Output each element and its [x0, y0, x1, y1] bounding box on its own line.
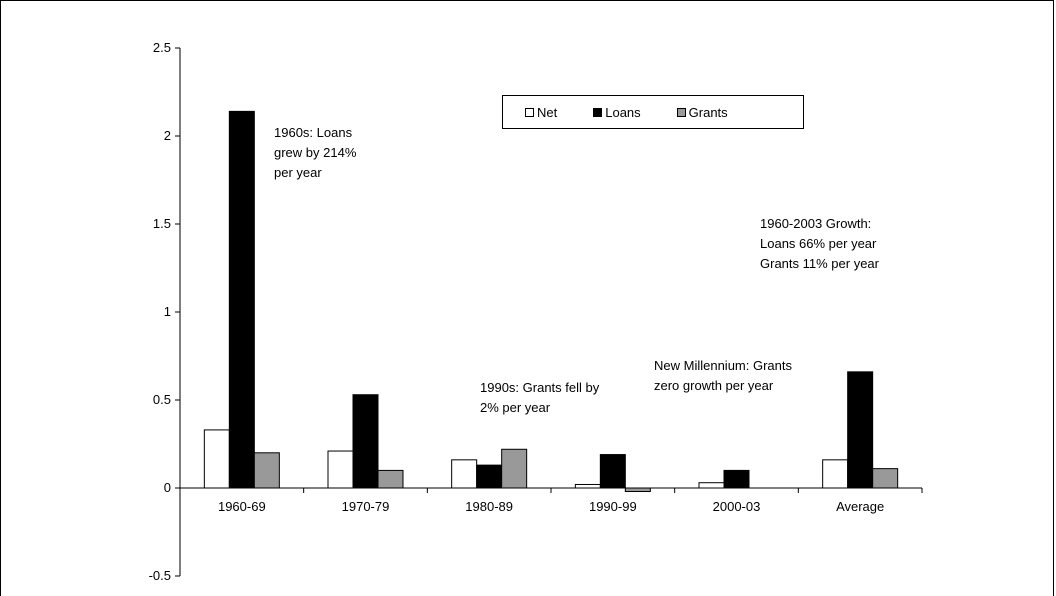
tick-labels: 2.5 2 1.5 1 0.5 0 -0.5 1960-69 1970-79 1980-89 199…	[149, 40, 885, 583]
y-tick-label: 1.5	[153, 216, 171, 231]
annotation-line: Loans 66% per year	[760, 236, 877, 251]
annotation-line: per year	[274, 165, 322, 180]
x-tick-label: 2000-03	[713, 499, 761, 514]
annotation-1960s: 1960s: Loans grew by 214% per year	[274, 123, 356, 183]
bar-grants-1960-69	[253, 452, 280, 489]
bar-net-1980-89	[451, 459, 478, 489]
legend-item-net: Net	[525, 105, 557, 120]
annotation-line: Grants 11% per year	[760, 256, 879, 271]
bar-net-1970-79	[327, 450, 354, 489]
annotation-line: New Millennium: Grants	[654, 358, 792, 373]
x-tick-label: 1990-99	[589, 499, 637, 514]
bar-net-2000-03	[698, 482, 725, 489]
x-tick-label: 1970-79	[342, 499, 390, 514]
legend-item-loans: Loans	[593, 104, 641, 120]
y-tick-label: 0.5	[153, 392, 171, 407]
annotation-line: zero growth per year	[654, 378, 774, 393]
axes	[175, 47, 923, 577]
bar-loans-Average	[847, 371, 874, 489]
bars	[203, 110, 899, 493]
bar-net-1960-69	[203, 429, 230, 489]
legend-label-loans: Loans	[605, 104, 641, 120]
x-tick-label: 1960-69	[218, 499, 266, 514]
y-tick-label: 0	[164, 480, 171, 495]
bar-loans-1980-89	[476, 464, 503, 489]
legend-swatch-grants	[676, 107, 686, 117]
bar-net-Average	[822, 459, 849, 489]
annotation-line: 2% per year	[480, 400, 551, 415]
annotation-line: 1990s: Grants fell by	[480, 380, 600, 395]
bar-grants-1980-89	[501, 448, 528, 489]
bar-grants-Average	[872, 468, 899, 489]
bar-net-1990-99	[574, 483, 601, 489]
x-tick-label: 1980-89	[465, 499, 513, 514]
annotation-line: 1960s: Loans	[274, 125, 353, 140]
legend-item-grants: Grants	[676, 104, 728, 120]
legend-label-net: Net	[537, 104, 558, 120]
annotation-overall-growth: 1960-2003 Growth: Loans 66% per year Gra…	[760, 214, 879, 274]
annotation-new-millennium: New Millennium: Grants zero growth per y…	[654, 356, 792, 396]
legend-swatch-loans	[593, 107, 603, 117]
bar-grants-1990-99	[624, 487, 651, 493]
y-tick-label: -0.5	[149, 568, 171, 583]
y-tick-label: 2	[164, 128, 171, 143]
y-tick-label: 1	[164, 304, 171, 319]
annotation-line: 1960-2003 Growth:	[760, 216, 872, 231]
bar-loans-1960-69	[228, 110, 255, 489]
legend: Net Loans Grants	[502, 95, 804, 129]
y-tick-label: 2.5	[153, 40, 171, 55]
bar-loans-1970-79	[352, 394, 379, 489]
bar-grants-1970-79	[377, 469, 404, 489]
bar-loans-2000-03	[723, 469, 750, 489]
x-tick-label: Average	[836, 499, 884, 514]
legend-swatch-net	[525, 107, 534, 117]
bar-loans-1990-99	[599, 454, 626, 489]
annotation-line: grew by 214%	[274, 145, 357, 160]
annotation-1990s: 1990s: Grants fell by 2% per year	[480, 378, 599, 418]
legend-label-grants: Grants	[688, 104, 728, 120]
